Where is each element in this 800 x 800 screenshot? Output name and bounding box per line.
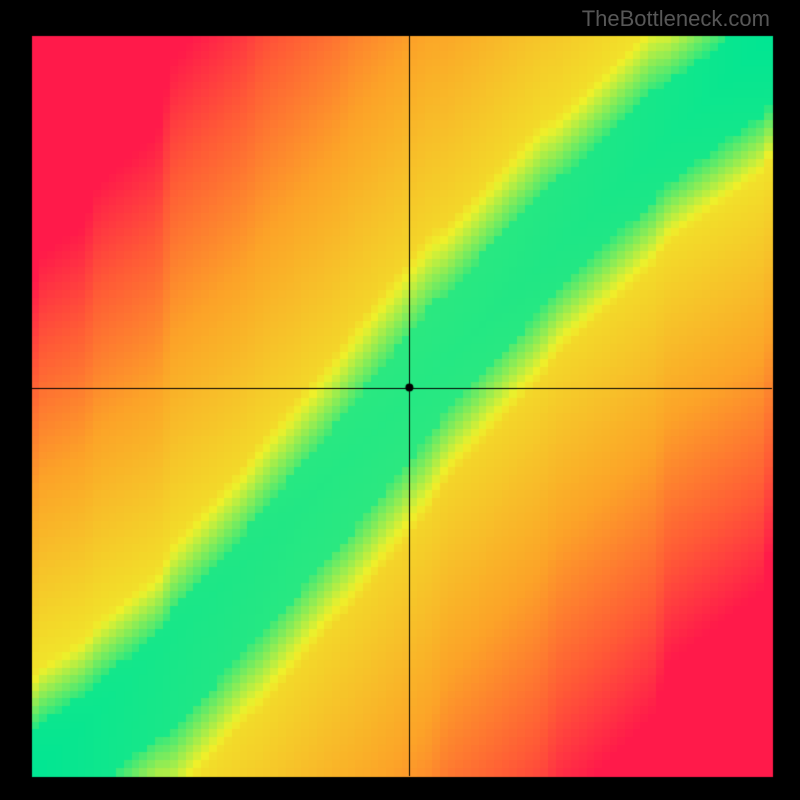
bottleneck-heatmap — [0, 0, 800, 800]
chart-container: TheBottleneck.com — [0, 0, 800, 800]
watermark-text: TheBottleneck.com — [582, 6, 770, 32]
